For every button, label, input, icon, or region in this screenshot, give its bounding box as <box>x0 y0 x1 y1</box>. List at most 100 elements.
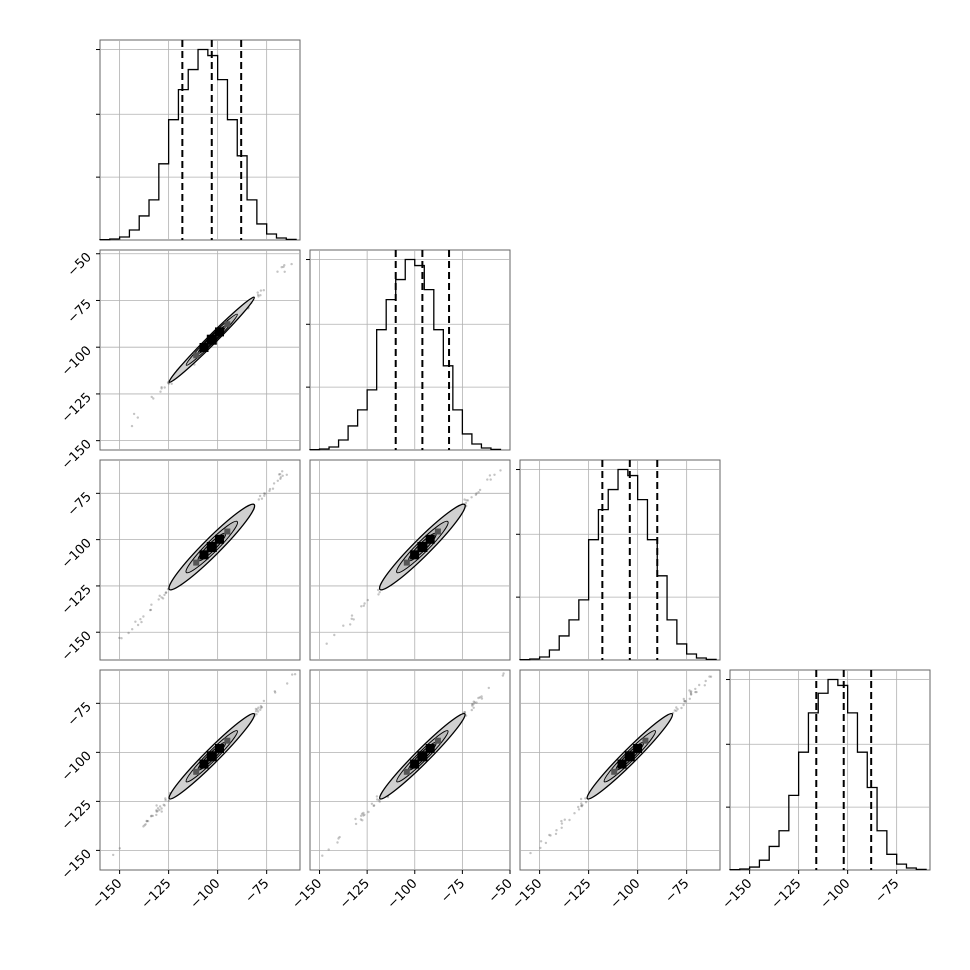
sample-point <box>477 491 480 494</box>
sample-point <box>359 818 363 821</box>
sample-point <box>584 801 588 804</box>
sample-point <box>493 473 496 476</box>
x-tick-label: −75 <box>438 876 468 906</box>
density-core-2-1 <box>417 542 428 552</box>
sample-point <box>709 675 713 678</box>
sample-point <box>136 623 140 627</box>
y-tick-label: −100 <box>59 749 95 785</box>
density-core-3-1 <box>410 759 420 769</box>
sample-point <box>354 817 357 821</box>
sample-point <box>465 499 468 502</box>
sample-point <box>372 804 376 807</box>
sample-point <box>160 807 163 810</box>
sample-point <box>257 295 260 298</box>
sample-point <box>581 803 584 807</box>
sample-point <box>488 474 492 477</box>
sample-point <box>150 814 153 817</box>
sample-point <box>350 614 354 617</box>
sample-point <box>352 618 355 621</box>
sample-point <box>680 706 683 710</box>
sample-point <box>688 689 691 692</box>
sample-point <box>321 854 324 857</box>
sample-point <box>560 822 564 825</box>
sample-point <box>684 699 687 703</box>
y-tick-label: −75 <box>65 490 95 520</box>
sample-point <box>350 617 353 620</box>
sample-point <box>145 819 148 823</box>
density-core-1-0 <box>215 327 224 337</box>
sample-point <box>689 693 693 696</box>
sample-point <box>279 476 282 479</box>
sample-point <box>377 798 381 802</box>
sample-point <box>259 706 263 709</box>
sample-point <box>280 266 283 269</box>
sample-point <box>474 493 478 496</box>
sample-point <box>161 597 165 600</box>
sample-point <box>478 696 482 699</box>
sample-point <box>362 814 365 817</box>
density-core-3-0 <box>215 744 224 753</box>
sample-point <box>273 690 276 693</box>
y-tick-label: −50 <box>65 250 95 280</box>
sample-point <box>151 814 154 818</box>
sample-point <box>131 628 134 631</box>
sample-point <box>675 709 678 713</box>
sample-point <box>274 691 277 694</box>
y-tick-label: −75 <box>65 700 95 730</box>
y-tick-label: −125 <box>59 390 95 426</box>
sample-point <box>286 682 289 685</box>
sample-point <box>156 807 160 810</box>
density-core-3-2 <box>633 744 643 753</box>
sample-point <box>155 804 158 807</box>
sample-point <box>259 294 262 297</box>
sample-point <box>281 470 284 473</box>
density-core-3-2 <box>617 759 627 769</box>
sample-point <box>155 813 158 817</box>
sample-point <box>360 605 363 608</box>
sample-point <box>502 672 505 675</box>
sample-point <box>472 703 475 706</box>
sample-point <box>463 498 466 501</box>
sample-point <box>139 618 142 621</box>
sample-point <box>363 813 366 816</box>
sample-point <box>158 805 162 808</box>
sample-point <box>142 615 145 618</box>
sample-point <box>354 822 358 826</box>
hist-frame-1 <box>309 249 511 451</box>
x-tick-label: −75 <box>872 876 902 906</box>
density-core-1-0 <box>224 321 231 328</box>
hist-frame-2 <box>519 459 721 661</box>
sample-point <box>480 697 484 700</box>
sample-point <box>473 701 476 704</box>
sample-point <box>263 494 266 497</box>
sample-point <box>291 673 294 676</box>
sample-point <box>156 810 159 813</box>
density-core-1-0 <box>193 352 200 359</box>
x-tick-label: −100 <box>188 876 224 912</box>
sample-point <box>544 841 548 845</box>
sample-point <box>164 798 167 802</box>
sample-point <box>704 679 707 683</box>
density-core-3-0 <box>193 768 200 775</box>
sample-point <box>489 478 492 481</box>
sample-point <box>268 487 272 491</box>
sample-point <box>375 795 379 798</box>
sample-point <box>580 802 583 805</box>
sample-point <box>282 265 285 269</box>
density-core-3-1 <box>425 744 435 753</box>
sample-point <box>158 808 161 812</box>
sample-point <box>470 703 474 706</box>
density-core-3-2 <box>611 768 618 775</box>
density-core-2-1 <box>425 534 435 544</box>
sample-point <box>254 710 258 713</box>
x-tick-label: −125 <box>139 876 175 912</box>
sample-point <box>362 604 365 607</box>
sample-point <box>363 602 366 605</box>
sample-point <box>580 805 584 808</box>
sample-point <box>272 482 276 485</box>
density-core-1-0 <box>199 343 209 352</box>
sample-point <box>164 591 167 594</box>
sample-point <box>471 704 474 707</box>
x-tick-label: −100 <box>385 876 421 912</box>
